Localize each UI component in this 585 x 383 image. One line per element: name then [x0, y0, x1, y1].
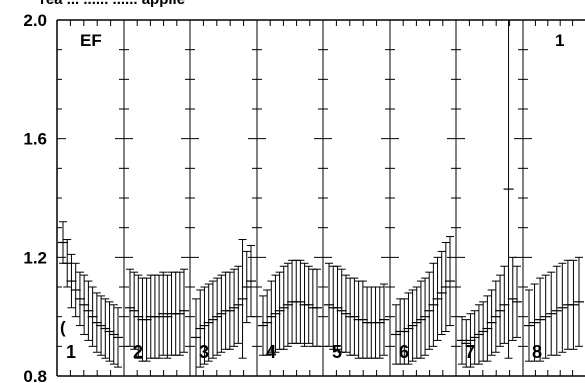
series-panel-8: [524, 256, 584, 362]
y-tick-label: 2.0: [23, 11, 47, 30]
panel-label: 7: [465, 342, 475, 362]
panel-label: 1: [66, 342, 76, 362]
paren-mark: (: [60, 318, 66, 337]
panel-label: 8: [532, 342, 542, 362]
panel-label: 3: [199, 342, 209, 362]
y-tick-label: 1.6: [23, 130, 47, 149]
panel-label: 2: [133, 342, 143, 362]
panel-dividers: [123, 20, 524, 376]
panel-label: 5: [332, 342, 342, 362]
series-panel-7: [457, 19, 522, 368]
panel-label: 4: [266, 342, 276, 362]
data-points: [58, 19, 584, 377]
chart-title: EF: [80, 31, 102, 50]
series-panel-3: [191, 239, 256, 377]
y-tick-label: 0.8: [23, 367, 47, 383]
panel-label: 6: [399, 342, 409, 362]
top-caption: rea ... ...... ...... applie: [40, 0, 185, 8]
corner-label: 1: [555, 31, 564, 50]
series-panel-6: [391, 236, 455, 365]
series-panel-4: [258, 259, 322, 356]
y-tick-label: 1.2: [23, 248, 47, 267]
series-panel-5: [324, 262, 389, 359]
y-axis-tick-labels: 0.8 1.2 1.6 2.0: [23, 11, 47, 383]
panel-labels: 1 2 3 4 5 6 7 8: [66, 342, 542, 362]
series-panel-1: [58, 221, 123, 368]
series-panel-2: [125, 268, 189, 362]
